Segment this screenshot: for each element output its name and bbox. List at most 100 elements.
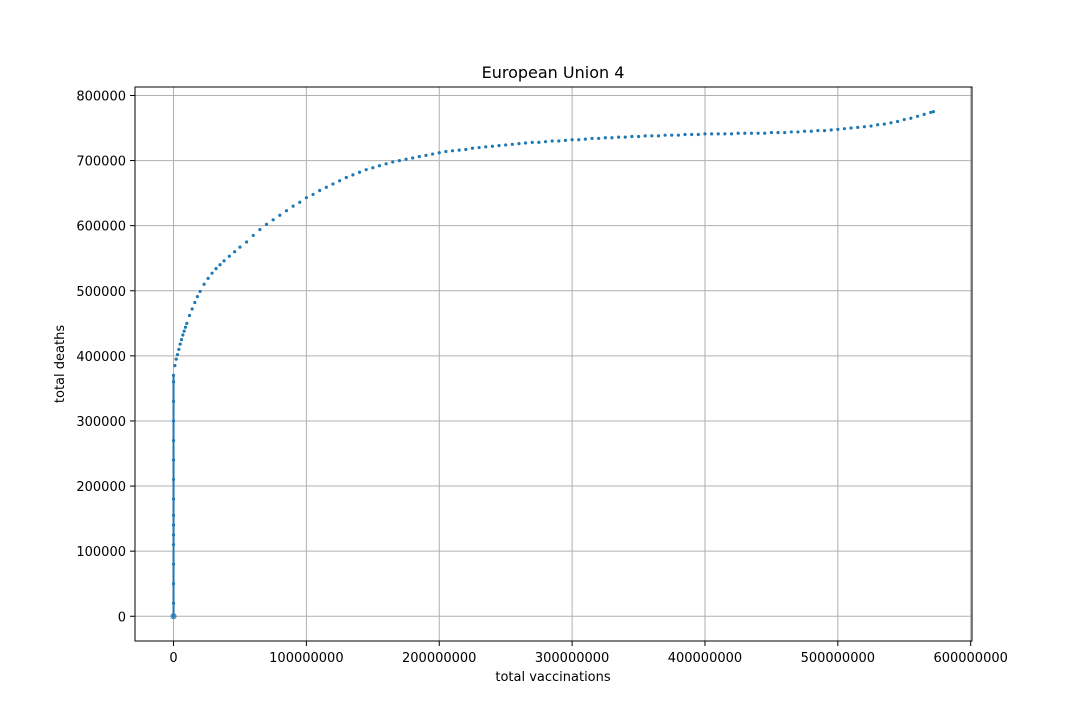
data-point: [577, 138, 581, 142]
grid: [135, 87, 972, 641]
data-point: [931, 110, 936, 114]
x-tick-label: 400000000: [668, 651, 742, 666]
data-point: [889, 121, 893, 125]
data-point: [537, 140, 541, 144]
data-point: [703, 132, 707, 136]
y-axis-label: total deaths: [53, 325, 68, 403]
data-point: [324, 185, 328, 189]
data-point: [876, 123, 880, 127]
x-axis-ticks: 0 100000000 200000000 300000000 400000000 500…: [169, 641, 1008, 666]
data-point: [882, 122, 886, 126]
data-point: [683, 132, 687, 137]
data-point: [351, 173, 355, 177]
data-point: [171, 438, 176, 443]
data-point: [643, 134, 647, 138]
data-point: [278, 213, 282, 217]
data-point: [530, 140, 534, 144]
data-point: [457, 148, 461, 152]
data-point: [245, 240, 249, 244]
data-point: [723, 132, 727, 136]
data-point: [377, 164, 382, 168]
data-point: [397, 158, 401, 163]
data-point: [182, 329, 186, 333]
data-point: [789, 130, 793, 134]
data-point: [411, 156, 415, 160]
data-point: [357, 170, 362, 174]
data-point: [749, 131, 754, 135]
data-point: [238, 245, 242, 249]
y-tick-label: 0: [118, 610, 126, 625]
data-point: [187, 313, 192, 318]
data-point: [171, 373, 176, 377]
data-point: [504, 143, 508, 147]
data-point: [227, 254, 231, 258]
data-point: [809, 129, 813, 133]
data-point: [431, 152, 435, 156]
data-point: [331, 182, 335, 186]
data-point: [444, 149, 448, 154]
data-point: [736, 131, 740, 135]
data-point: [171, 601, 176, 605]
origin-point: [170, 613, 177, 620]
data-point: [822, 129, 827, 133]
data-point: [557, 139, 561, 143]
data-point: [849, 126, 853, 130]
x-axis-label: total vaccinations: [495, 670, 611, 685]
data-point: [597, 136, 601, 141]
data-point: [193, 300, 197, 305]
data-point: [856, 125, 860, 129]
scatter-points: [170, 110, 936, 620]
x-tick-label: 100000000: [269, 651, 343, 666]
data-point: [630, 134, 634, 139]
data-point: [338, 179, 342, 183]
data-point: [842, 127, 847, 131]
data-point: [769, 130, 773, 135]
data-point: [181, 333, 185, 337]
data-point: [690, 132, 694, 137]
y-tick-label: 500000: [76, 285, 126, 300]
data-point: [171, 477, 176, 482]
data-point: [610, 136, 614, 140]
data-point: [636, 134, 641, 139]
data-point: [470, 146, 475, 150]
data-point: [171, 399, 176, 404]
data-point: [198, 289, 202, 294]
data-point: [623, 135, 627, 139]
data-point: [298, 200, 302, 204]
data-point: [233, 250, 237, 254]
data-point: [896, 119, 900, 124]
data-point: [171, 543, 176, 547]
data-point: [171, 533, 176, 537]
data-point: [210, 271, 214, 275]
data-point: [803, 129, 807, 133]
data-point: [796, 130, 800, 134]
data-point: [590, 136, 594, 141]
data-point: [484, 145, 488, 149]
data-point: [171, 513, 176, 517]
y-tick-label: 300000: [76, 415, 126, 430]
data-point: [417, 155, 421, 159]
data-point: [218, 263, 222, 267]
data-point: [829, 128, 833, 132]
data-point: [178, 342, 182, 346]
data-point: [663, 133, 667, 137]
data-point: [171, 497, 176, 501]
data-point: [344, 175, 348, 180]
data-point: [743, 131, 747, 135]
data-point: [391, 160, 395, 164]
data-point: [517, 142, 521, 146]
data-point: [563, 138, 568, 142]
data-point: [763, 131, 767, 135]
data-point: [510, 142, 514, 146]
data-point: [291, 204, 295, 208]
data-point: [222, 259, 226, 263]
data-point: [424, 153, 428, 157]
data-point: [869, 124, 873, 128]
data-point: [171, 419, 176, 423]
data-point: [650, 134, 654, 138]
data-point: [304, 196, 308, 200]
data-point: [603, 136, 607, 140]
